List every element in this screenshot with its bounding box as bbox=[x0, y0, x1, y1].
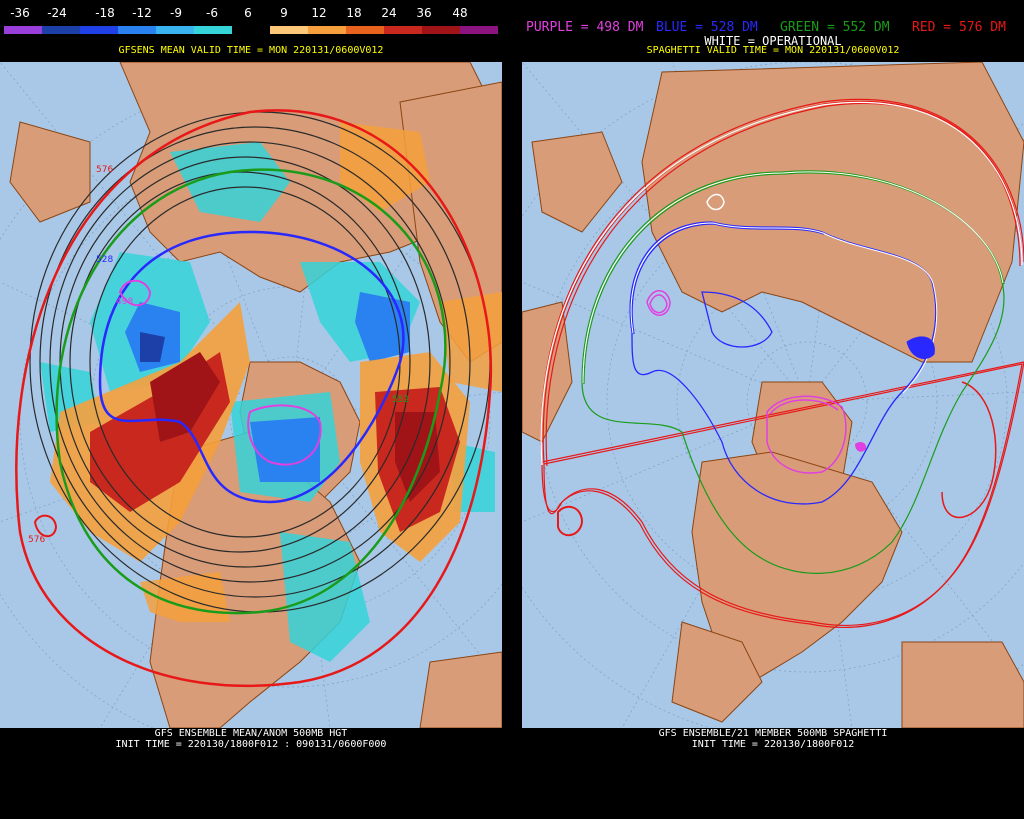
spaghetti-498 bbox=[646, 290, 847, 474]
legend-white: WHITE = OPERATIONAL bbox=[704, 34, 842, 48]
spaghetti-panel: PURPLE = 498 DM BLUE = 528 DM GREEN = 55… bbox=[522, 0, 1024, 819]
spaghetti-498-cell bbox=[855, 441, 867, 452]
legend-swatch bbox=[80, 26, 118, 34]
europe-africa-land bbox=[531, 131, 623, 233]
pos-anomaly-area bbox=[340, 122, 430, 212]
legend-label: -18 bbox=[95, 6, 115, 20]
legend-swatch bbox=[422, 26, 460, 34]
operational-528 bbox=[630, 222, 938, 394]
asia-east-land bbox=[9, 121, 91, 223]
neg-anomaly-area bbox=[250, 417, 320, 482]
contour-498 bbox=[247, 404, 322, 466]
legend-swatch bbox=[118, 26, 156, 34]
spaghetti-576-arc bbox=[941, 381, 997, 519]
neg-anomaly-area bbox=[355, 292, 410, 362]
legend-swatch bbox=[270, 26, 308, 34]
legend-green: GREEN = 552 DM bbox=[780, 20, 890, 35]
anomaly-color-legend: -36 -24 -18 -12 -9 -6 6 9 12 18 24 36 48 bbox=[0, 0, 502, 40]
legend-label: -12 bbox=[132, 6, 152, 20]
legend-label: -9 bbox=[170, 6, 182, 20]
contour-label: 498 bbox=[116, 297, 133, 307]
south-america-land bbox=[901, 641, 1024, 728]
legend-label: -24 bbox=[47, 6, 67, 20]
legend-label: -6 bbox=[206, 6, 218, 20]
legend-swatch bbox=[156, 26, 194, 34]
legend-label: 24 bbox=[381, 6, 397, 20]
spaghetti-valid-time: SPAGHETTI VALID TIME = MON 220131/0600V0… bbox=[646, 45, 900, 56]
neg-anomaly-area bbox=[140, 332, 165, 362]
central-america-land bbox=[671, 621, 763, 723]
legend-swatch bbox=[4, 26, 42, 34]
mean-valid-time: GFSENS MEAN VALID TIME = MON 220131/0600… bbox=[118, 45, 384, 56]
legend-label: 6 bbox=[244, 6, 252, 20]
pos-anomaly-area bbox=[395, 412, 440, 502]
spaghetti-528 bbox=[629, 221, 937, 505]
legend-label: 12 bbox=[311, 6, 327, 20]
legend-color-bar bbox=[4, 26, 498, 34]
pos-anomaly-area bbox=[140, 572, 230, 622]
contour-552 bbox=[55, 168, 447, 615]
contour-labels: 576 528 498 576 552 bbox=[28, 165, 409, 545]
contour-label: 576 bbox=[28, 535, 45, 545]
spaghetti-footer-init: INIT TIME = 220130/1800F012 bbox=[691, 739, 855, 750]
legend-labels: -36 -24 -18 -12 -9 -6 6 9 12 18 24 36 48 bbox=[0, 6, 502, 22]
ensemble-mean-map: 576 528 498 576 552 bbox=[0, 62, 502, 728]
legend-swatch bbox=[308, 26, 346, 34]
legend-red: RED = 576 DM bbox=[912, 20, 1006, 35]
mean-map-svg: 576 528 498 576 552 bbox=[0, 62, 502, 728]
legend-label: 36 bbox=[416, 6, 432, 20]
legend-purple: PURPLE = 498 DM bbox=[526, 20, 644, 35]
ensemble-mean-panel: -36 -24 -18 -12 -9 -6 6 9 12 18 24 36 48… bbox=[0, 0, 502, 819]
mean-footer-title: GFS ENSEMBLE MEAN/ANOM 500MB HGT bbox=[154, 728, 348, 739]
contour-label: 552 bbox=[392, 395, 409, 405]
legend-label: 48 bbox=[452, 6, 468, 20]
neg-anomaly-area bbox=[170, 142, 290, 222]
contour-576-cell bbox=[33, 514, 58, 538]
legend-swatch bbox=[460, 26, 498, 34]
contour-label: 576 bbox=[96, 165, 113, 175]
legend-label: 18 bbox=[346, 6, 362, 20]
contour-498 bbox=[118, 279, 152, 307]
south-america-land bbox=[419, 651, 502, 728]
operational-cell bbox=[706, 193, 725, 211]
contour-528 bbox=[98, 230, 405, 504]
legend-swatch bbox=[232, 26, 270, 34]
eurasia-land bbox=[641, 62, 1024, 363]
contour-576 bbox=[15, 109, 493, 687]
legend-blue: BLUE = 528 DM bbox=[656, 20, 758, 35]
mean-footer-init: INIT TIME = 220130/1800F012 : 090131/060… bbox=[115, 739, 387, 750]
legend-swatch bbox=[346, 26, 384, 34]
legend-swatch bbox=[384, 26, 422, 34]
spaghetti-map-svg bbox=[522, 62, 1024, 728]
legend-label: 9 bbox=[280, 6, 288, 20]
spaghetti-576-cell bbox=[557, 505, 584, 537]
spaghetti-legend: PURPLE = 498 DM BLUE = 528 DM GREEN = 55… bbox=[522, 20, 1024, 36]
neg-anomaly-area bbox=[280, 532, 370, 662]
anomaly-shading bbox=[40, 122, 502, 662]
operational-576 bbox=[540, 101, 1023, 466]
spaghetti-528-cell bbox=[906, 336, 935, 359]
north-america-land bbox=[691, 451, 903, 683]
legend-label: -36 bbox=[10, 6, 30, 20]
operational-552 bbox=[582, 171, 1004, 384]
spaghetti-footer-title: GFS ENSEMBLE/21 MEMBER 500MB SPAGHETTI bbox=[658, 728, 888, 739]
contour-label: 528 bbox=[96, 255, 113, 265]
spaghetti-map bbox=[522, 62, 1024, 728]
legend-swatch bbox=[42, 26, 80, 34]
legend-swatch bbox=[194, 26, 232, 34]
landmasses bbox=[522, 62, 1024, 728]
